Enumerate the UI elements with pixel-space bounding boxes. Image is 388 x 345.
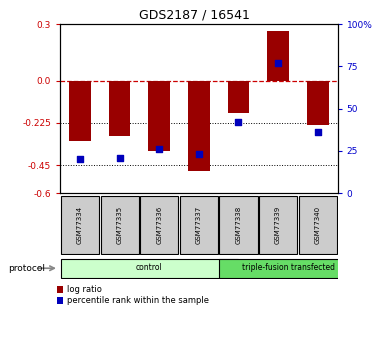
Text: GSM77338: GSM77338 xyxy=(236,206,241,244)
FancyBboxPatch shape xyxy=(299,196,337,254)
Text: GDS2187 / 16541: GDS2187 / 16541 xyxy=(139,9,249,22)
Point xyxy=(275,60,281,66)
Text: triple-fusion transfected: triple-fusion transfected xyxy=(241,263,334,272)
FancyBboxPatch shape xyxy=(220,259,357,278)
Point xyxy=(156,147,162,152)
Point xyxy=(116,155,123,160)
Text: protocol: protocol xyxy=(8,264,45,273)
Legend: log ratio, percentile rank within the sample: log ratio, percentile rank within the sa… xyxy=(57,285,208,305)
Point xyxy=(236,119,242,125)
Text: GSM77340: GSM77340 xyxy=(315,206,321,244)
FancyBboxPatch shape xyxy=(61,196,99,254)
FancyBboxPatch shape xyxy=(259,196,297,254)
Bar xyxy=(148,80,170,151)
Bar xyxy=(228,80,249,114)
Point xyxy=(315,130,321,135)
Text: control: control xyxy=(136,263,163,272)
Bar xyxy=(267,31,289,80)
Text: GSM77339: GSM77339 xyxy=(275,206,281,244)
Text: GSM77335: GSM77335 xyxy=(116,206,123,244)
Point xyxy=(196,151,202,157)
Bar xyxy=(188,80,210,171)
FancyBboxPatch shape xyxy=(140,196,178,254)
Bar xyxy=(69,80,91,141)
Bar xyxy=(109,80,130,136)
FancyBboxPatch shape xyxy=(100,196,139,254)
Text: GSM77336: GSM77336 xyxy=(156,206,162,244)
FancyBboxPatch shape xyxy=(61,259,238,278)
Text: GSM77337: GSM77337 xyxy=(196,206,202,244)
Bar xyxy=(307,80,329,125)
Point xyxy=(77,157,83,162)
FancyBboxPatch shape xyxy=(220,196,258,254)
FancyBboxPatch shape xyxy=(180,196,218,254)
Text: GSM77334: GSM77334 xyxy=(77,206,83,244)
